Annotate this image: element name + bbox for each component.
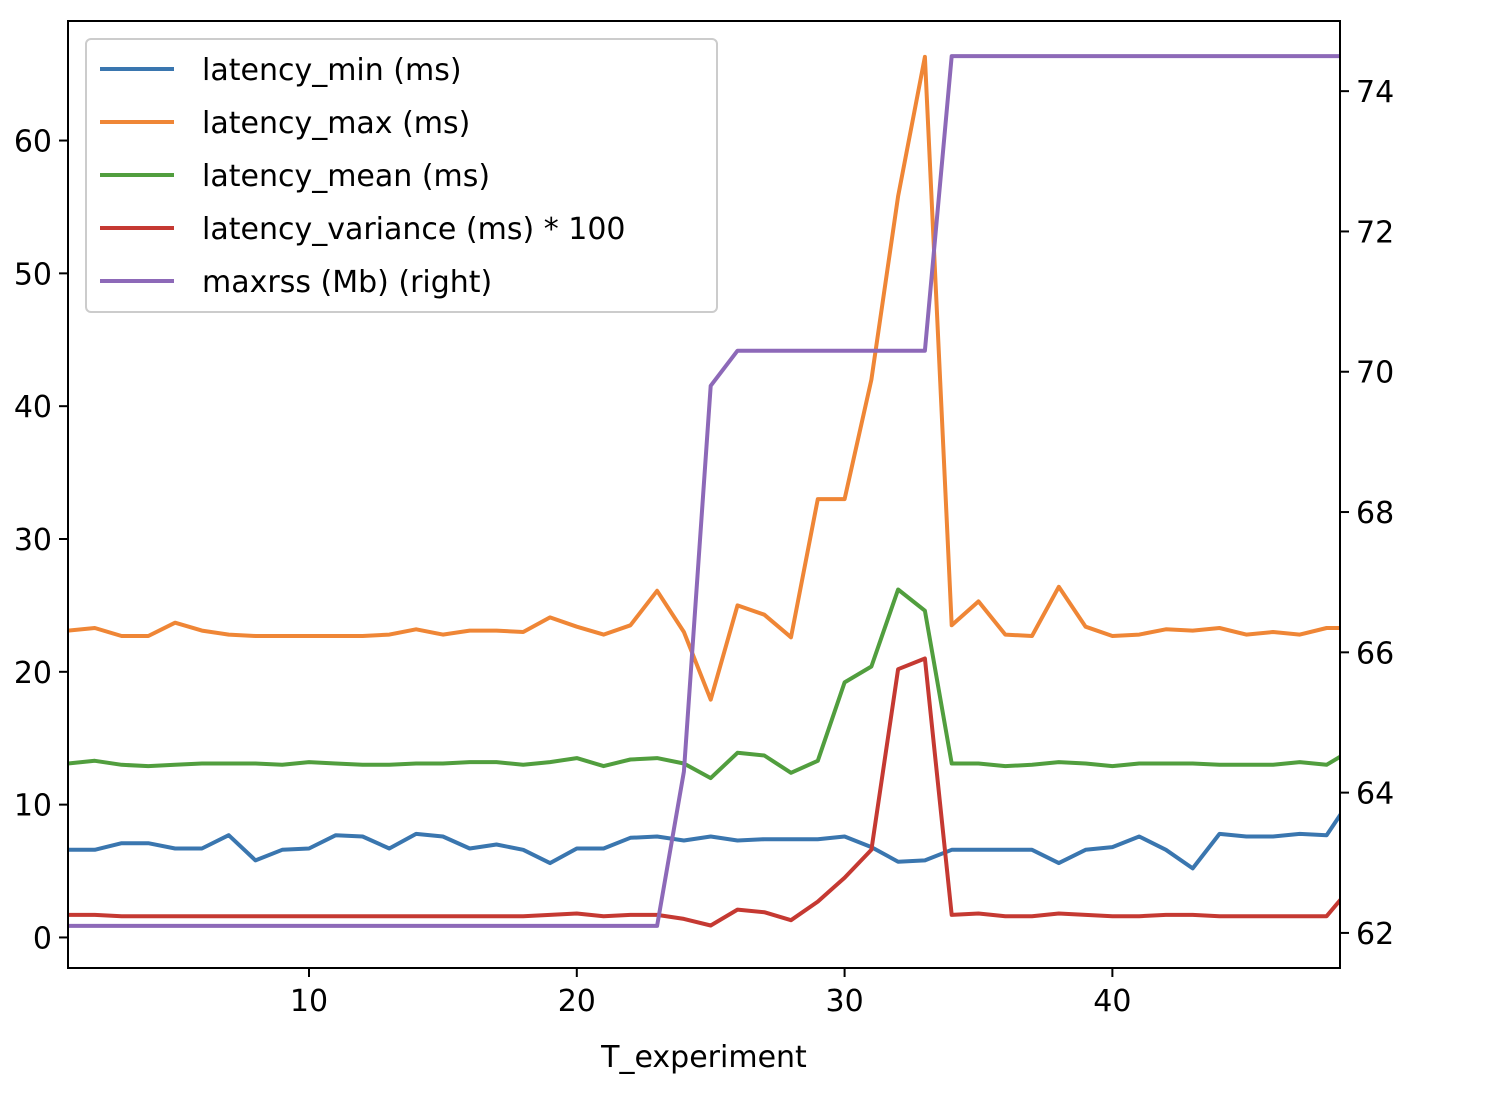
- series-line-1: [68, 812, 1340, 871]
- y-left-tick-label: 40: [14, 390, 52, 425]
- x-tick-label: 20: [558, 984, 596, 1019]
- y-left-tick-label: 30: [14, 523, 52, 558]
- x-axis-label: T_experiment: [600, 1040, 807, 1075]
- series-layer: [68, 54, 1340, 928]
- series-line-3: [68, 587, 1340, 781]
- series-line-2: [68, 54, 1340, 702]
- x-tick-label: 30: [825, 984, 863, 1019]
- y-left-tick-label: 60: [14, 125, 52, 160]
- plot-frame: [67, 20, 1341, 969]
- y-right-tick-label: 62: [1356, 917, 1394, 952]
- legend-entry: latency_min (ms): [202, 53, 462, 88]
- tick-layer: [59, 90, 1349, 977]
- x-tick-label: 40: [1093, 984, 1131, 1019]
- legend-entry: latency_variance (ms) * 100: [202, 212, 626, 247]
- series-line-4: [68, 656, 1340, 928]
- x-tick-label: 10: [290, 984, 328, 1019]
- y-right-tick-label: 68: [1356, 496, 1394, 531]
- y-right-tick-label: 70: [1356, 356, 1394, 391]
- legend-box: [85, 38, 718, 313]
- legend-entry: maxrss (Mb) (right): [202, 265, 492, 300]
- y-left-tick-label: 50: [14, 257, 52, 292]
- y-left-tick-label: 20: [14, 656, 52, 691]
- legend-entry: latency_mean (ms): [202, 159, 490, 194]
- y-left-tick-label: 0: [33, 921, 52, 956]
- y-left-tick-label: 10: [14, 789, 52, 824]
- y-right-tick-label: 74: [1356, 75, 1394, 110]
- series-line-5: [68, 54, 1340, 928]
- label-layer: 10 20 30 40 0 10 20 30 40 50 60 62 64 66 68 70 72 74: [14, 75, 1394, 1019]
- legend-entry: latency_max (ms): [202, 106, 470, 141]
- y-right-tick-label: 72: [1356, 215, 1394, 250]
- y-right-tick-label: 64: [1356, 777, 1394, 812]
- y-right-tick-label: 66: [1356, 636, 1394, 671]
- legend: latency_min (ms) latency_max (ms) latency_…: [85, 38, 718, 313]
